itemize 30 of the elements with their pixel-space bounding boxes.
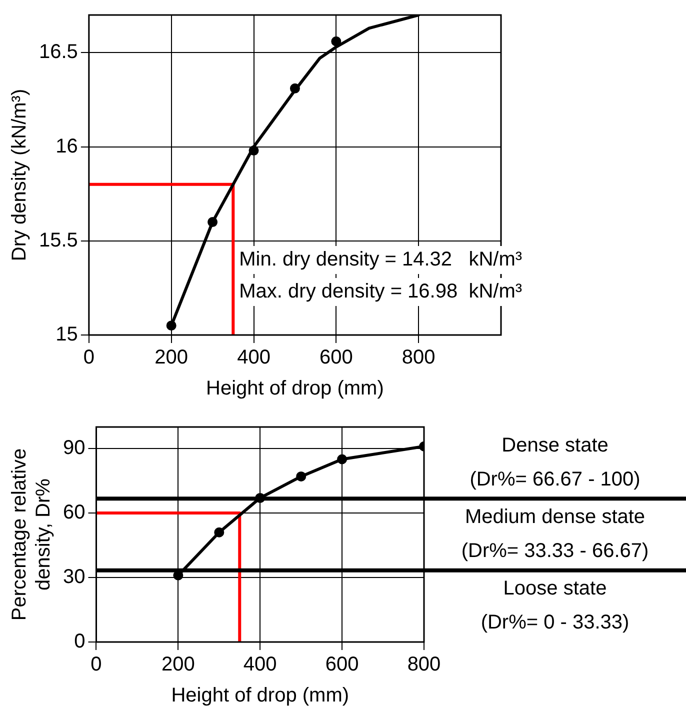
y-tick-label: 90: [62, 437, 86, 460]
annotation: Max. dry density = 16.98 kN/m³: [239, 280, 522, 303]
y-tick-label: 60: [62, 502, 86, 524]
x-axis-title: Height of drop (mm): [206, 378, 384, 400]
x-tick-label: 600: [319, 346, 353, 369]
y-tick-label: 30: [62, 566, 86, 588]
y-tick-label: 16: [56, 135, 78, 158]
x-axis-title: Height of drop (mm): [171, 684, 350, 707]
text: Dense state (Dr%= 66.67 - 100): [470, 434, 640, 490]
x-tick-label: 0: [90, 654, 102, 676]
x-tick-label: 200: [154, 346, 188, 369]
y-axis-title: Percentage relative density, Dr%: [8, 448, 55, 621]
x-tick-label: 800: [407, 654, 441, 676]
y-tick-label: 15.5: [38, 229, 78, 252]
y-tick-label: 16.5: [38, 41, 78, 64]
point: [214, 527, 224, 538]
point: [296, 471, 306, 482]
y-tick-label: 15: [56, 324, 78, 346]
point: [337, 454, 348, 464]
text: Loose state (Dr%= 0 - 33.33): [480, 578, 630, 634]
point: [331, 36, 342, 46]
x-tick-label: 400: [237, 346, 270, 369]
annotation: Min. dry density = 14.32 kN/m³: [239, 248, 522, 271]
x-tick-label: 200: [161, 654, 195, 676]
x-tick-label: 400: [243, 654, 277, 676]
x-tick-label: 800: [402, 346, 436, 369]
y-tick-label: 0: [74, 630, 86, 653]
x-tick-label: 600: [325, 654, 359, 676]
y-axis-title: Dry density (kN/m³): [8, 88, 31, 262]
text: Medium dense state (Dr%= 33.33 - 66.67): [461, 506, 649, 562]
